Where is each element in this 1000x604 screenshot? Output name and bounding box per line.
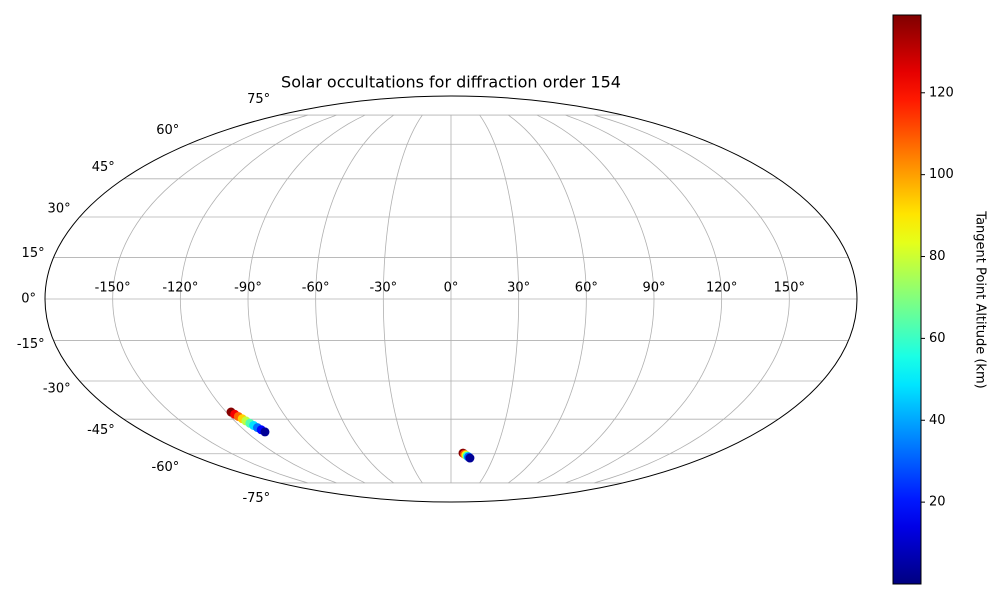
x-tick-label: 120° [706, 281, 737, 296]
colorbar-tick-label: 40 [929, 413, 946, 428]
map-outline [44, 95, 858, 503]
y-tick-label: -15° [17, 337, 45, 352]
colorbar-label: Tangent Point Altitude (km) [973, 210, 988, 388]
grid-line [594, 114, 790, 484]
colorbar-tick-label: 60 [929, 331, 946, 346]
data-point [465, 453, 475, 463]
y-tick-label: -45° [87, 423, 115, 438]
x-tick-label: 60° [575, 281, 598, 296]
data-point [260, 427, 270, 437]
grid-line [112, 114, 308, 484]
colorbar-tick-label: 20 [929, 495, 946, 510]
y-tick-label: 60° [156, 123, 179, 138]
y-tick-label: 45° [92, 160, 115, 175]
grid-line [565, 114, 723, 484]
x-tick-label: 0° [444, 281, 459, 296]
y-tick-label: -75° [242, 491, 270, 506]
chart-title: Solar occultations for diffraction order… [281, 73, 621, 92]
x-tick-label: 30° [507, 281, 530, 296]
y-tick-label: -30° [43, 382, 71, 397]
x-tick-label: -60° [302, 281, 330, 296]
colorbar-tick-label: 80 [929, 249, 946, 264]
x-tick-label: 150° [774, 281, 805, 296]
x-tick-label: -30° [369, 281, 397, 296]
colorbar [892, 14, 922, 585]
x-tick-label: -90° [234, 281, 262, 296]
grid-line [247, 114, 366, 484]
grid-line [315, 114, 394, 484]
x-tick-label: -150° [95, 281, 131, 296]
y-tick-label: 0° [21, 292, 36, 307]
grid-line [382, 114, 423, 484]
colorbar-tick-label: 120 [929, 85, 954, 100]
grid-line [508, 114, 587, 484]
x-tick-label: 90° [642, 281, 665, 296]
grid-line [479, 114, 520, 484]
colorbar-tick-label: 100 [929, 167, 954, 182]
y-tick-label: -60° [152, 460, 180, 475]
y-tick-label: 30° [48, 201, 71, 216]
y-tick-label: 15° [22, 246, 45, 261]
x-tick-label: -120° [162, 281, 198, 296]
grid-line [536, 114, 655, 484]
grid-line [179, 114, 337, 484]
y-tick-label: 75° [247, 92, 270, 107]
